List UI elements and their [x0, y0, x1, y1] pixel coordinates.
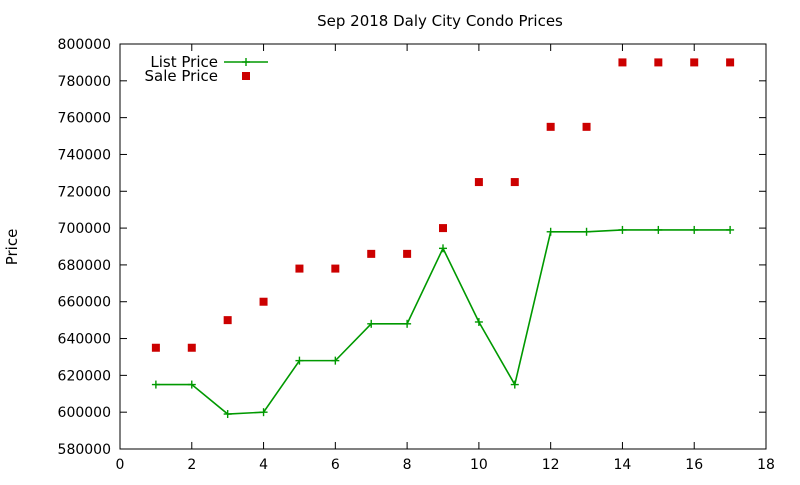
axis-ticks: 0 2 4 6 8 10 12 14 16 18 580000 600000 620000 640000 6…	[58, 37, 775, 473]
chart-title: Sep 2018 Daly City Condo Prices	[317, 12, 563, 30]
list-price-point	[582, 227, 591, 236]
sale-price-point	[439, 224, 447, 233]
legend-swatch-marker	[242, 72, 250, 80]
sale-price-point	[474, 178, 483, 187]
x-tick-label: 4	[259, 457, 268, 473]
sale-price-point	[403, 249, 412, 258]
y-tick-label: 720000	[58, 184, 111, 200]
y-tick-label: 760000	[58, 111, 111, 127]
sale-price-point	[367, 249, 376, 258]
sale-price-point	[510, 178, 519, 187]
sale-price-point	[582, 122, 591, 131]
y-tick-label: 600000	[58, 405, 111, 421]
x-tick-label: 10	[470, 457, 488, 473]
list-price-point	[259, 408, 268, 417]
x-tick-label: 14	[614, 457, 632, 473]
sale-price-point	[546, 122, 555, 131]
sale-price-point	[151, 343, 160, 352]
list-price-point	[618, 225, 627, 234]
list-price-point	[546, 227, 555, 236]
legend-label: Sale Price	[145, 67, 218, 85]
sale-price-point	[223, 316, 232, 325]
list-price-point	[151, 380, 160, 389]
list-price-point	[474, 317, 483, 326]
sale-price-point	[618, 58, 627, 67]
series-sale-price	[151, 58, 735, 352]
list-price-point	[367, 319, 376, 328]
list-price-point	[726, 225, 735, 234]
x-tick-label: 18	[757, 457, 775, 473]
y-tick-label: 660000	[58, 295, 111, 311]
y-tick-label: 800000	[58, 37, 111, 53]
y-tick-label: 580000	[58, 442, 111, 458]
y-tick-label: 740000	[58, 147, 111, 163]
y-tick-label: 640000	[58, 332, 111, 348]
sale-price-point	[295, 264, 304, 273]
data-series	[151, 58, 735, 419]
list-price-point	[223, 410, 232, 419]
y-tick-label: 780000	[58, 74, 111, 90]
legend-swatch-marker	[242, 58, 250, 66]
legend-label: List Price	[150, 53, 218, 71]
x-tick-label: 0	[116, 457, 125, 473]
sale-price-point	[259, 297, 268, 306]
sale-price-point	[187, 343, 196, 352]
sale-price-point	[726, 58, 735, 67]
y-tick-label: 620000	[58, 368, 111, 384]
x-tick-label: 12	[542, 457, 560, 473]
plot-area-frame	[119, 43, 767, 450]
list-price-point	[187, 380, 196, 389]
y-tick-label: 700000	[58, 221, 111, 237]
x-tick-label: 6	[331, 457, 340, 473]
list-price-point	[403, 319, 412, 328]
list-price-point	[331, 356, 340, 365]
y-axis-title: Price	[3, 229, 21, 266]
sale-price-point	[654, 58, 663, 67]
x-tick-label: 8	[403, 457, 412, 473]
list-price-line	[155, 229, 731, 415]
sale-price-point	[331, 264, 340, 273]
list-price-point	[439, 244, 447, 253]
list-price-point	[654, 225, 663, 234]
list-price-point	[690, 225, 699, 234]
sale-price-point	[690, 58, 699, 67]
y-tick-label: 680000	[58, 258, 111, 274]
series-list-price	[151, 225, 735, 419]
list-price-point	[510, 380, 519, 389]
list-price-point	[295, 356, 304, 365]
x-tick-label: 16	[685, 457, 703, 473]
x-tick-label: 2	[187, 457, 196, 473]
